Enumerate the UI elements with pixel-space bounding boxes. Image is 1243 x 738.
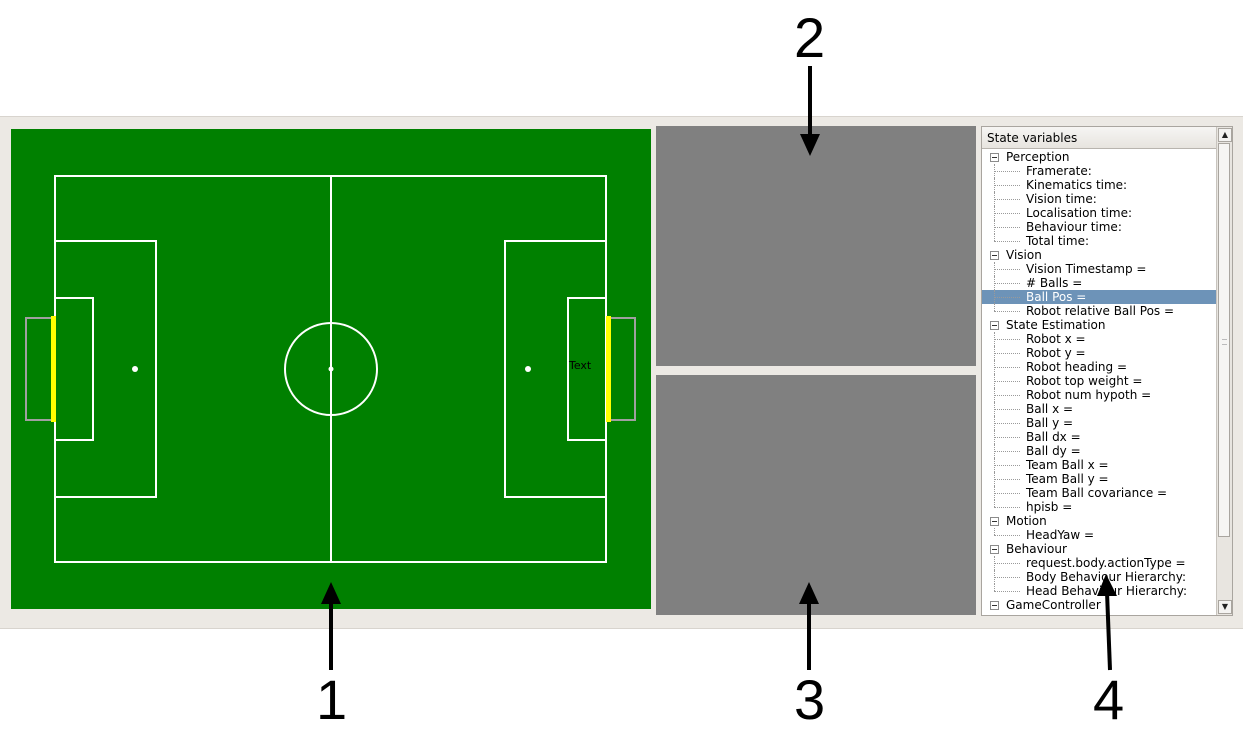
tree-group-label: GameController xyxy=(1006,598,1101,612)
tree-item[interactable]: Framerate: xyxy=(982,164,1216,178)
tree-item[interactable]: Ball dx = xyxy=(982,430,1216,444)
tree-item[interactable]: Robot num hypoth = xyxy=(982,388,1216,402)
tree-item-label: Ball y = xyxy=(1026,416,1074,430)
tree-item-label: Ball dx = xyxy=(1026,430,1081,444)
tree-group-label: Perception xyxy=(1006,150,1070,164)
callout-arrow-4 xyxy=(1105,591,1112,671)
tree-item[interactable]: Ball dy = xyxy=(982,444,1216,458)
tree-item-label: Vision time: xyxy=(1026,192,1097,206)
tree-item-label: Team Ball y = xyxy=(1026,472,1109,486)
tree-item-label: Team Ball covariance = xyxy=(1026,486,1168,500)
field-view[interactable]: Text xyxy=(11,129,651,609)
tree-group-label: Motion xyxy=(1006,514,1047,528)
tree-item-label: request.body.actionType = xyxy=(1026,556,1186,570)
arrowhead-3 xyxy=(799,582,819,604)
tree-group-perception[interactable]: Perception xyxy=(982,150,1216,164)
tree-group-label: Behaviour xyxy=(1006,542,1067,556)
tree-item-label: HeadYaw = xyxy=(1026,528,1095,542)
tree-group-vision[interactable]: Vision xyxy=(982,248,1216,262)
state-variables-panel: State variables Perception Framerate: Kine… xyxy=(981,126,1233,616)
soccer-field-graphic xyxy=(25,175,636,563)
tree-item-label: Vision Timestamp = xyxy=(1026,262,1147,276)
arrowhead-4 xyxy=(1097,574,1117,596)
tree-item-label: hpisb = xyxy=(1026,500,1073,514)
tree-item[interactable]: Team Ball x = xyxy=(982,458,1216,472)
tree-item[interactable]: Vision Timestamp = xyxy=(982,262,1216,276)
callout-label-1: 1 xyxy=(316,668,348,731)
arrowhead-1 xyxy=(321,582,341,604)
callout-label-4: 4 xyxy=(1093,668,1125,731)
tree-group-behaviour[interactable]: Behaviour xyxy=(982,542,1216,556)
state-variables-header[interactable]: State variables xyxy=(982,127,1232,149)
tree-group-label: Vision xyxy=(1006,248,1042,262)
tree-group-label: State Estimation xyxy=(1006,318,1106,332)
tree-item[interactable]: Behaviour time: xyxy=(982,220,1216,234)
tree-item-label: Robot relative Ball Pos = xyxy=(1026,304,1175,318)
main-window: Text State variables Perception Framerate… xyxy=(0,116,1243,629)
scroll-down-arrow-icon[interactable]: ▼ xyxy=(1218,600,1232,614)
center-spot xyxy=(328,366,334,372)
tree-item-label: Robot x = xyxy=(1026,332,1086,346)
scroll-thumb[interactable] xyxy=(1218,143,1230,537)
field-overlay-text: Text xyxy=(569,359,592,372)
tree-item-label: Robot y = xyxy=(1026,346,1086,360)
tree-item[interactable]: Localisation time: xyxy=(982,206,1216,220)
tree-item[interactable]: Ball x = xyxy=(982,402,1216,416)
tree-item-label: Team Ball x = xyxy=(1026,458,1109,472)
center-circle xyxy=(284,322,378,416)
tree-item[interactable]: Team Ball covariance = xyxy=(982,486,1216,500)
collapse-minus-icon[interactable] xyxy=(990,545,999,554)
tree-item-label: Framerate: xyxy=(1026,164,1092,178)
tree-item-label: Robot num hypoth = xyxy=(1026,388,1152,402)
right-penalty-spot xyxy=(525,366,531,372)
tree-item[interactable]: hpisb = xyxy=(982,500,1216,514)
state-variables-tree[interactable]: Perception Framerate: Kinematics time: Visi… xyxy=(982,150,1216,615)
tree-item[interactable]: Kinematics time: xyxy=(982,178,1216,192)
collapse-minus-icon[interactable] xyxy=(990,251,999,260)
tree-item[interactable]: Vision time: xyxy=(982,192,1216,206)
tree-item[interactable]: Robot top weight = xyxy=(982,374,1216,388)
tree-item-label: Kinematics time: xyxy=(1026,178,1128,192)
tree-item[interactable]: Robot y = xyxy=(982,346,1216,360)
tree-item[interactable]: Team Ball y = xyxy=(982,472,1216,486)
left-penalty-spot xyxy=(132,366,138,372)
tree-item-label: Robot top weight = xyxy=(1026,374,1143,388)
tree-item-label: Ball dy = xyxy=(1026,444,1081,458)
collapse-minus-icon[interactable] xyxy=(990,153,999,162)
tree-item[interactable]: Ball Pos = xyxy=(982,290,1216,304)
tree-item-label: Behaviour time: xyxy=(1026,220,1122,234)
arrowhead-2 xyxy=(800,134,820,156)
tree-item-label: Ball Pos = xyxy=(1026,290,1087,304)
tree-item[interactable]: Total time: xyxy=(982,234,1216,248)
tree-item-label: # Balls = xyxy=(1026,276,1083,290)
collapse-minus-icon[interactable] xyxy=(990,601,999,610)
right-goal-posts xyxy=(606,316,611,422)
tree-item-label: Total time: xyxy=(1026,234,1089,248)
tree-item[interactable]: request.body.actionType = xyxy=(982,556,1216,570)
scroll-up-arrow-icon[interactable]: ▲ xyxy=(1218,128,1232,142)
camera-view-top[interactable] xyxy=(656,126,976,366)
tree-scrollbar[interactable]: ▲ ▼ xyxy=(1216,127,1232,615)
tree-item-label: Ball x = xyxy=(1026,402,1074,416)
collapse-minus-icon[interactable] xyxy=(990,517,999,526)
tree-item-label: Robot heading = xyxy=(1026,360,1128,374)
callout-label-2: 2 xyxy=(794,6,826,69)
tree-item[interactable]: # Balls = xyxy=(982,276,1216,290)
camera-view-bottom[interactable] xyxy=(656,375,976,615)
callout-label-3: 3 xyxy=(794,668,826,731)
tree-item[interactable]: Robot x = xyxy=(982,332,1216,346)
tree-group-gamecontroller[interactable]: GameController xyxy=(982,598,1216,612)
tree-item[interactable]: Robot relative Ball Pos = xyxy=(982,304,1216,318)
tree-group-state-estimation[interactable]: State Estimation xyxy=(982,318,1216,332)
left-goal-posts xyxy=(51,316,56,422)
tree-item[interactable]: Robot heading = xyxy=(982,360,1216,374)
collapse-minus-icon[interactable] xyxy=(990,321,999,330)
tree-item[interactable]: Ball y = xyxy=(982,416,1216,430)
tree-item-label: Localisation time: xyxy=(1026,206,1132,220)
tree-group-motion[interactable]: Motion xyxy=(982,514,1216,528)
tree-item[interactable]: HeadYaw = xyxy=(982,528,1216,542)
